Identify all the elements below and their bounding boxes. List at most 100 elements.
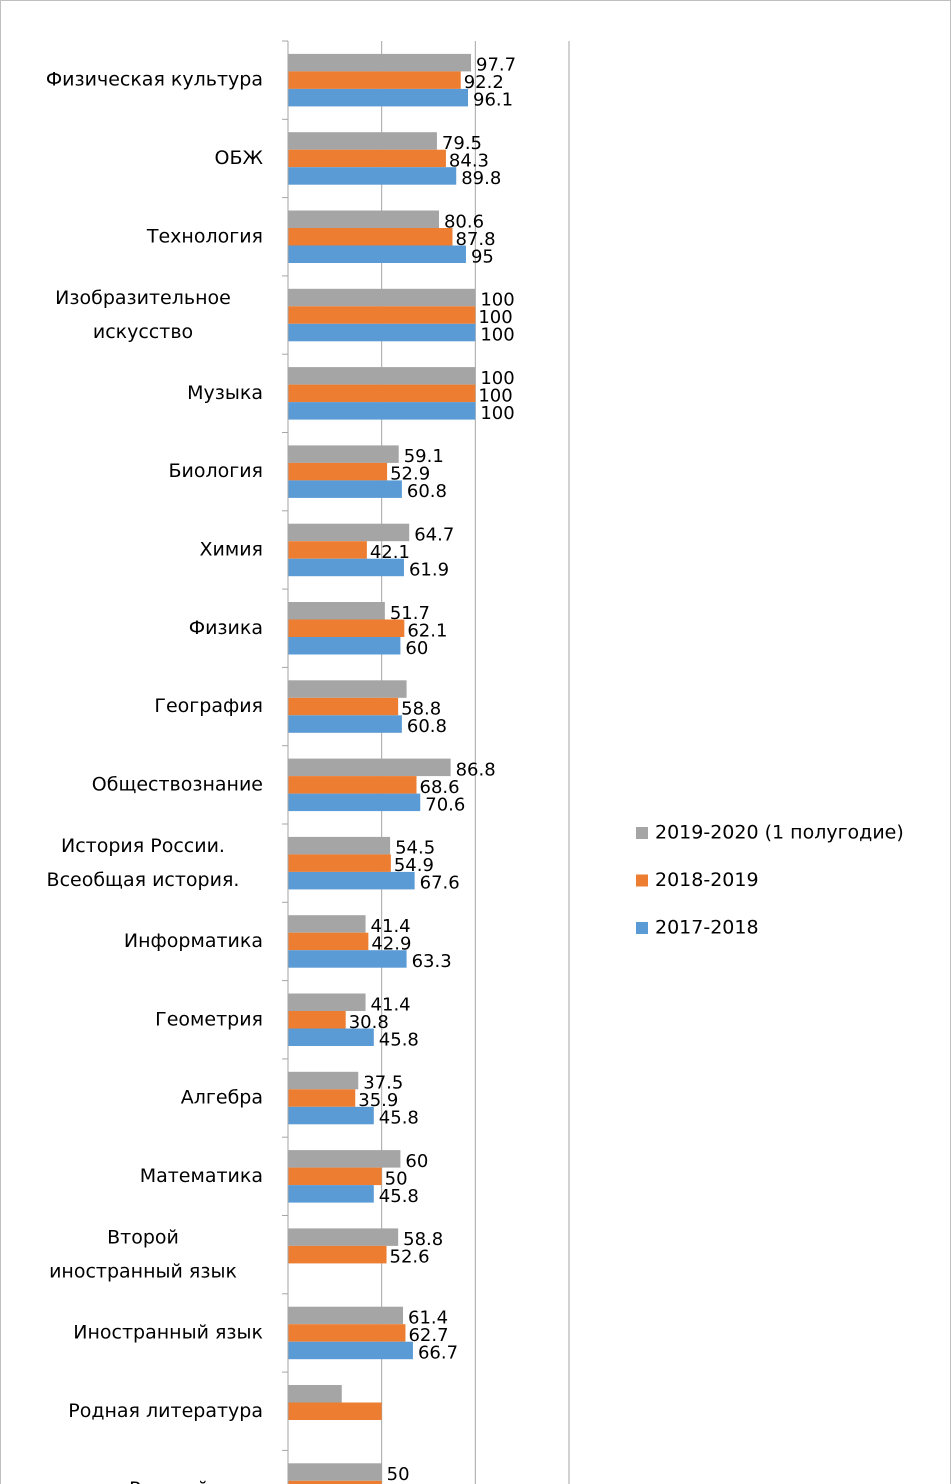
data-label: 96.1 bbox=[473, 90, 513, 111]
bar bbox=[288, 1150, 401, 1168]
bar bbox=[288, 228, 453, 246]
bar bbox=[288, 1167, 382, 1186]
bar bbox=[288, 1306, 404, 1325]
data-label: 66.7 bbox=[418, 1342, 458, 1363]
y-tick-label: Музыка bbox=[187, 382, 263, 404]
data-label: 86.8 bbox=[456, 759, 496, 780]
bar bbox=[288, 445, 399, 463]
y-tick-label: Химия bbox=[200, 538, 263, 560]
bar bbox=[288, 758, 451, 777]
data-label: 61.9 bbox=[409, 559, 449, 580]
bar bbox=[288, 1185, 374, 1203]
bar bbox=[288, 854, 391, 872]
bar bbox=[288, 53, 472, 72]
data-label: 100 bbox=[480, 368, 514, 389]
bar bbox=[288, 1071, 359, 1090]
bar bbox=[288, 1011, 346, 1029]
data-label: 68.6 bbox=[420, 777, 460, 798]
data-label: 42.9 bbox=[371, 933, 411, 954]
legend-swatch bbox=[636, 827, 648, 839]
bar bbox=[288, 384, 476, 403]
y-tick-label: Математика bbox=[140, 1165, 263, 1187]
data-label: 70.6 bbox=[425, 794, 465, 815]
y-tick-label: Физическая культура bbox=[46, 69, 263, 91]
bar bbox=[288, 523, 410, 542]
y-tick-label: Геометрия bbox=[155, 1008, 263, 1030]
bar bbox=[288, 871, 415, 890]
y-tick-label: Второй иностранный язык bbox=[49, 1226, 237, 1282]
bar bbox=[288, 402, 476, 420]
data-label: 41.4 bbox=[371, 916, 411, 937]
legend-swatch bbox=[636, 874, 648, 887]
data-label: 60.8 bbox=[407, 481, 447, 502]
bar bbox=[288, 1245, 387, 1264]
data-label: 100 bbox=[478, 385, 512, 406]
data-label: 92.2 bbox=[464, 72, 504, 93]
data-label: 45.8 bbox=[379, 1029, 419, 1050]
legend-label: 2018-2019 bbox=[655, 869, 759, 891]
bar bbox=[288, 71, 461, 89]
data-label: 63.3 bbox=[412, 951, 452, 972]
bar bbox=[288, 1385, 342, 1403]
data-label: 62.7 bbox=[408, 1325, 448, 1346]
bar bbox=[288, 1463, 382, 1481]
y-tick-label: Русский язык bbox=[129, 1478, 263, 1484]
bar bbox=[288, 558, 404, 577]
bar bbox=[288, 541, 367, 559]
bar bbox=[288, 149, 446, 168]
bar bbox=[288, 1106, 374, 1125]
bar bbox=[288, 836, 391, 855]
bar bbox=[288, 715, 402, 733]
bar bbox=[288, 993, 366, 1011]
y-tick-label: Родная литература bbox=[68, 1400, 263, 1422]
data-label: 100 bbox=[478, 307, 512, 328]
data-label: 58.8 bbox=[403, 1229, 443, 1250]
data-label: 60 bbox=[405, 638, 428, 659]
y-tick-label: Иностранный язык bbox=[73, 1321, 263, 1343]
data-label: 80.6 bbox=[444, 211, 484, 232]
data-label: 58.8 bbox=[401, 699, 441, 720]
bar bbox=[288, 288, 476, 307]
bar bbox=[288, 1228, 399, 1246]
y-tick-label: Физика bbox=[189, 617, 263, 639]
bar bbox=[288, 367, 476, 385]
bar bbox=[288, 480, 402, 498]
data-label: 35.9 bbox=[358, 1090, 398, 1111]
bar bbox=[288, 1089, 356, 1107]
bar bbox=[288, 1402, 382, 1420]
data-label: 79.5 bbox=[442, 133, 482, 154]
bar bbox=[288, 1324, 406, 1342]
bar bbox=[288, 793, 421, 812]
data-label: 50 bbox=[387, 1464, 410, 1484]
data-label: 61.4 bbox=[408, 1307, 448, 1328]
y-tick-label: Биология bbox=[168, 460, 263, 482]
bar bbox=[288, 132, 437, 150]
bar bbox=[288, 245, 466, 263]
bar bbox=[288, 602, 385, 620]
data-label: 50 bbox=[385, 1168, 408, 1189]
legend-swatch bbox=[636, 922, 648, 934]
bar bbox=[288, 210, 439, 228]
data-label: 52.9 bbox=[390, 464, 430, 485]
data-label: 54.9 bbox=[394, 855, 434, 876]
data-label: 100 bbox=[480, 290, 514, 311]
y-tick-label: Изобразительное искусство bbox=[55, 287, 231, 343]
data-label: 45.8 bbox=[379, 1186, 419, 1207]
data-label: 37.5 bbox=[363, 1073, 403, 1094]
y-tick-label: Информатика bbox=[124, 930, 263, 952]
data-label: 59.1 bbox=[404, 446, 444, 467]
bar bbox=[288, 697, 399, 716]
bar bbox=[288, 462, 388, 481]
data-label: 54.5 bbox=[395, 838, 435, 859]
bar bbox=[288, 680, 407, 698]
legend-label: 2017-2018 bbox=[655, 917, 759, 939]
bar bbox=[288, 637, 401, 655]
data-label: 100 bbox=[480, 403, 514, 424]
data-label: 87.8 bbox=[455, 229, 495, 250]
data-label: 51.7 bbox=[390, 603, 430, 624]
data-label: 60.8 bbox=[407, 716, 447, 737]
bar bbox=[288, 776, 417, 794]
bar bbox=[288, 88, 469, 107]
data-label: 42.1 bbox=[370, 542, 410, 563]
